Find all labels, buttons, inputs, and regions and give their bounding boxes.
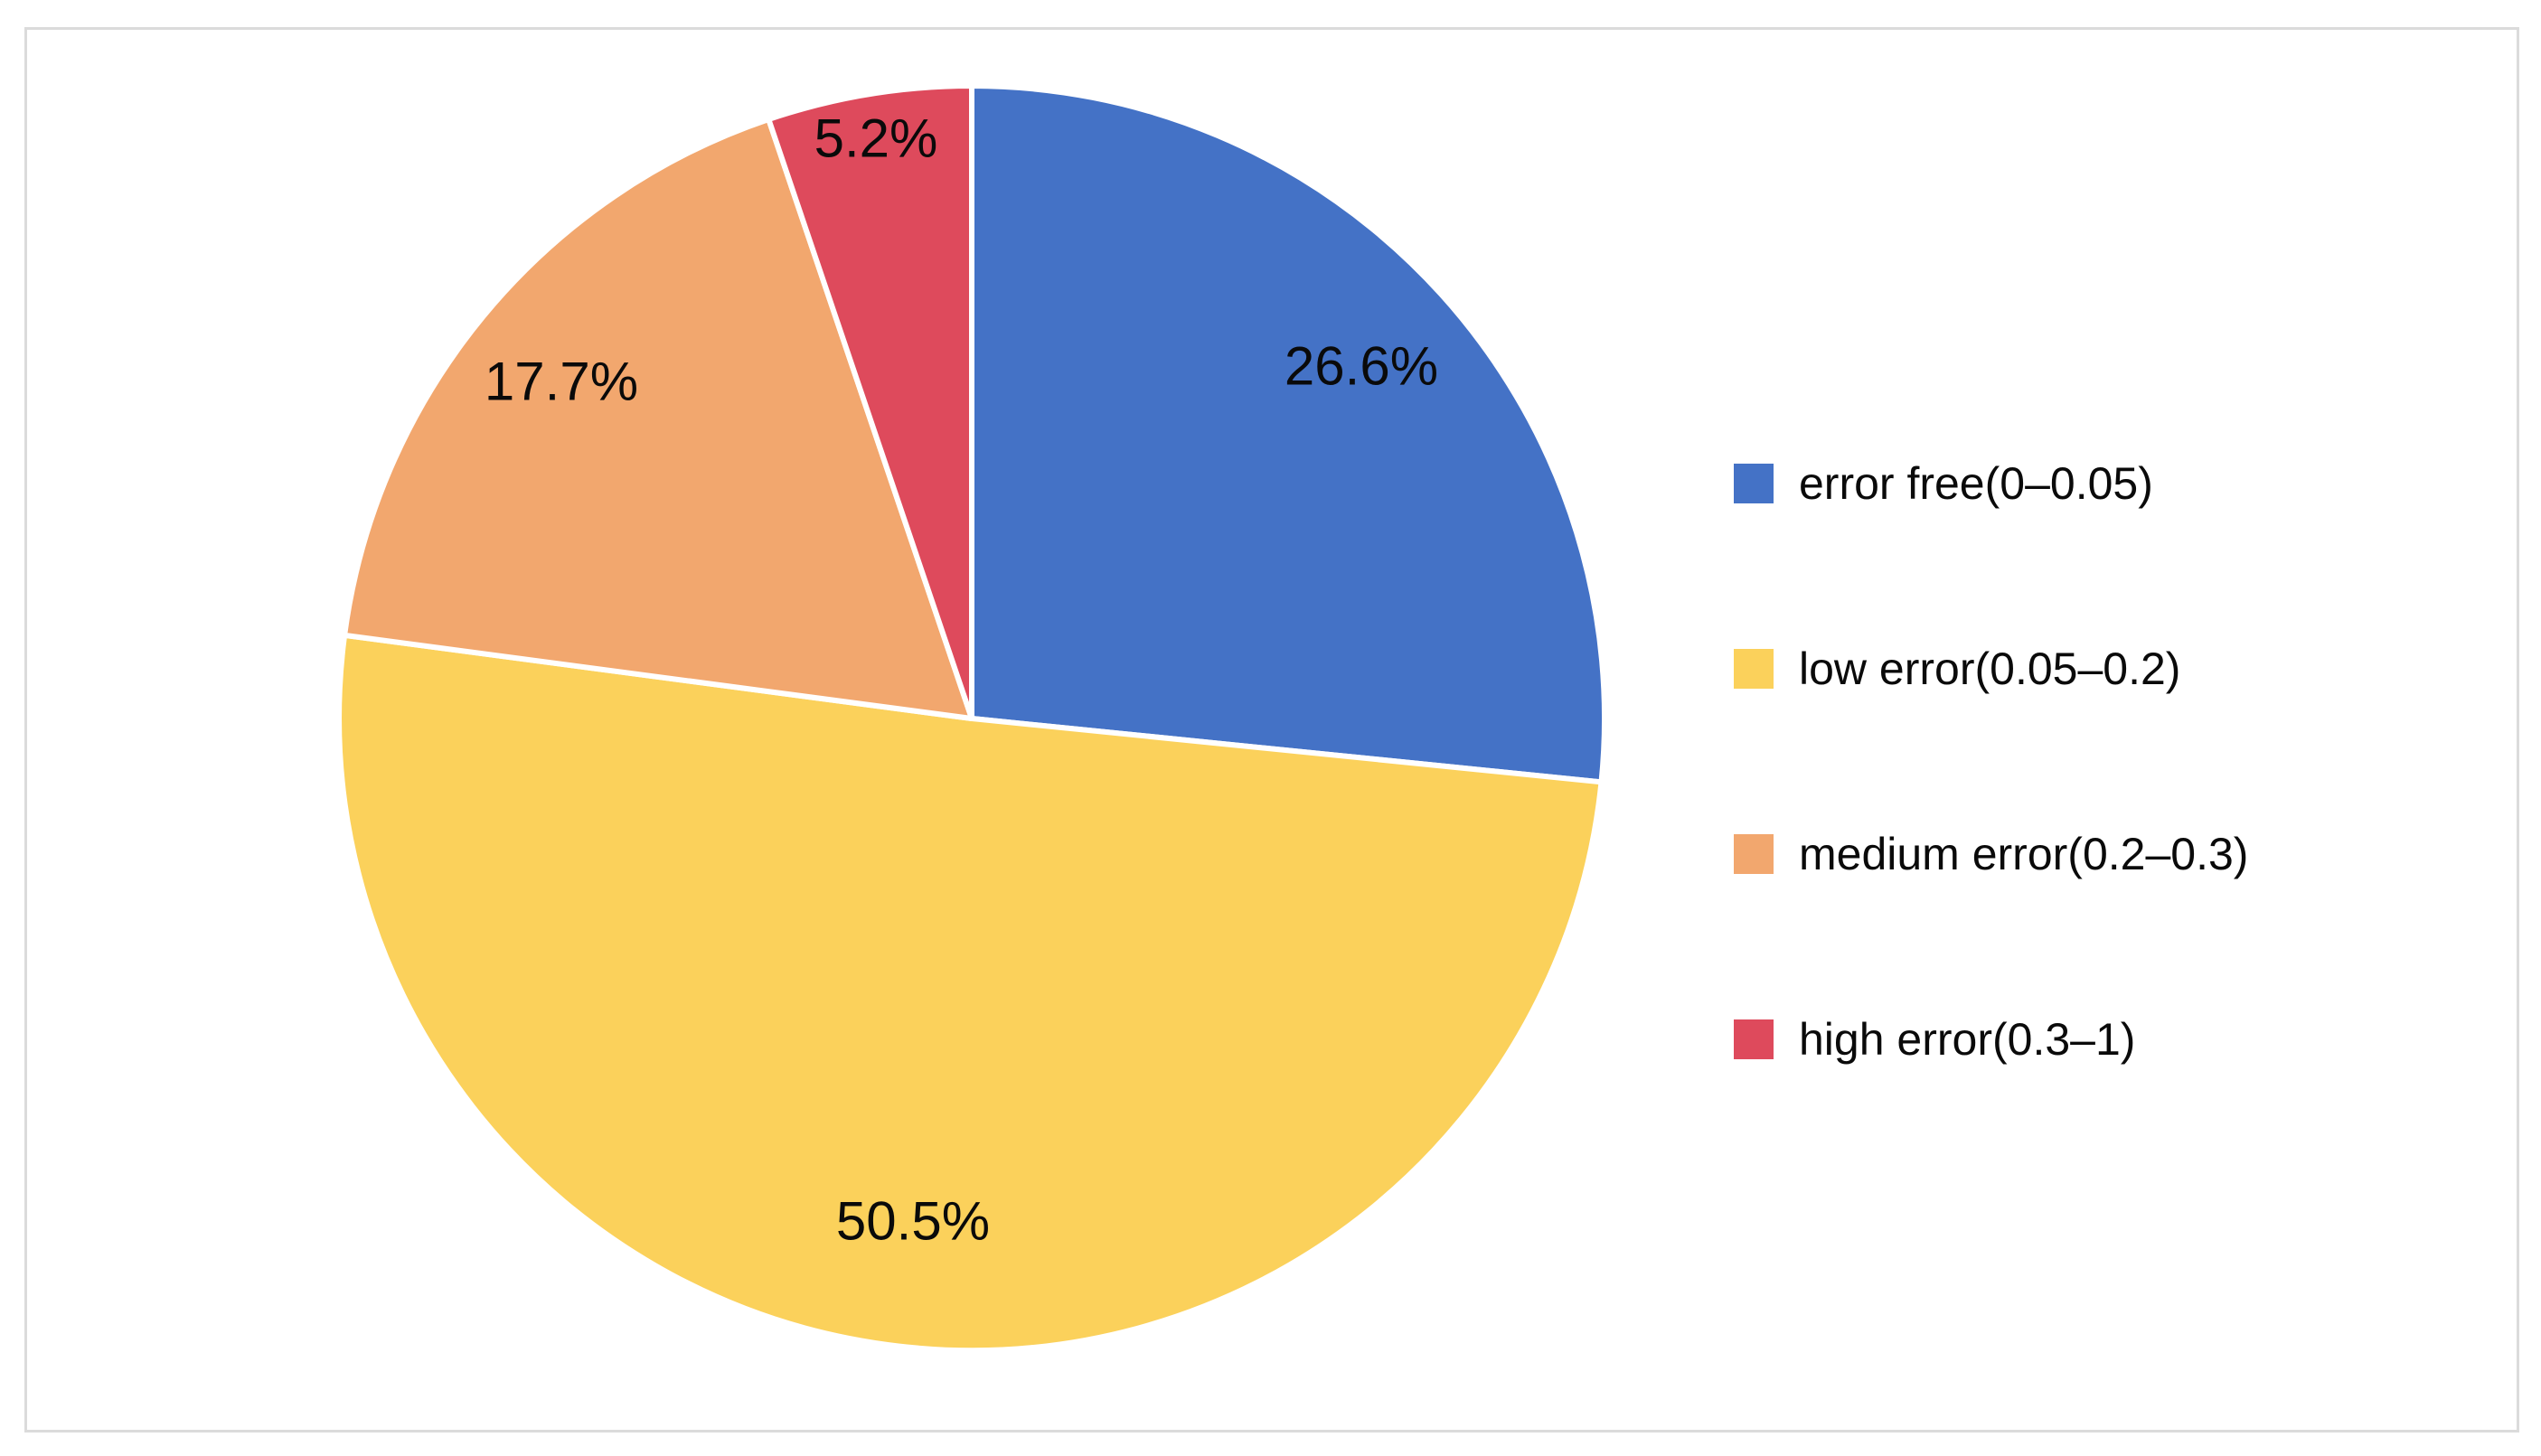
legend-label: error free(0–0.05) — [1799, 458, 2153, 509]
legend-item-3: high error(0.3–1) — [1734, 1017, 2248, 1062]
pie-slice-label-1: 50.5% — [836, 1191, 990, 1252]
legend-item-1: low error(0.05–0.2) — [1734, 646, 2248, 691]
legend-item-0: error free(0–0.05) — [1734, 461, 2248, 506]
pie-slice-label-2: 17.7% — [485, 352, 638, 412]
legend-swatch-icon — [1734, 834, 1774, 874]
pie-slice-label-0: 26.6% — [1285, 336, 1438, 397]
legend-swatch-icon — [1734, 1019, 1774, 1059]
legend-swatch-icon — [1734, 649, 1774, 689]
legend-label: low error(0.05–0.2) — [1799, 643, 2181, 694]
pie-slice-3 — [766, 82, 974, 721]
legend-label: medium error(0.2–0.3) — [1799, 829, 2249, 879]
pie-slice-2 — [342, 117, 974, 721]
pie-slice-1 — [336, 632, 1605, 1354]
pie-slice-label-3: 5.2% — [814, 108, 938, 169]
legend-swatch-icon — [1734, 464, 1774, 503]
legend-label: high error(0.3–1) — [1799, 1014, 2136, 1065]
legend-item-2: medium error(0.2–0.3) — [1734, 831, 2248, 877]
pie-slice-0 — [969, 83, 1608, 785]
chart-legend: error free(0–0.05) low error(0.05–0.2) med… — [1734, 461, 2248, 1202]
